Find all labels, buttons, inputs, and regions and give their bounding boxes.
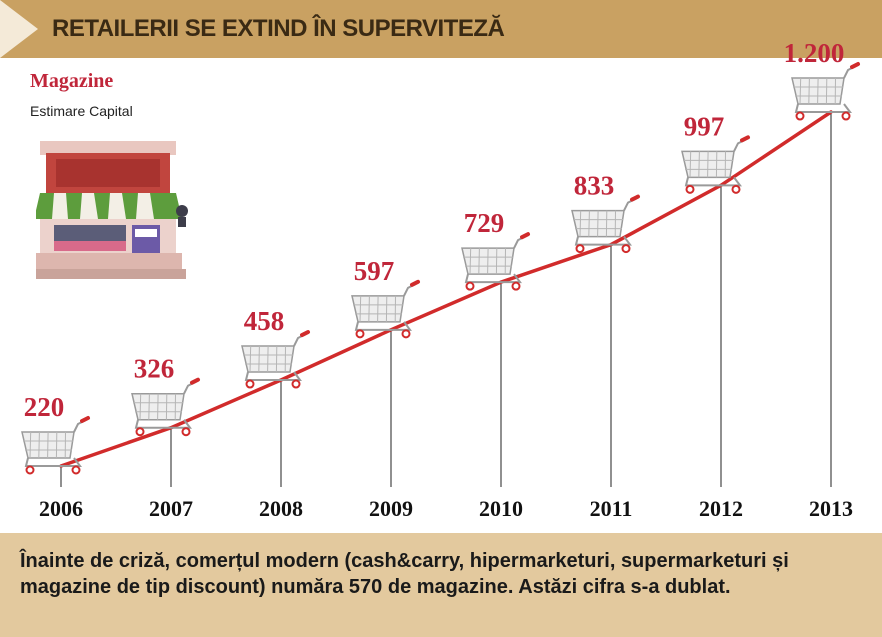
store-front-illustration <box>36 141 188 279</box>
data-label: 1.200 <box>784 38 845 68</box>
shopping-cart-icon <box>351 279 420 339</box>
x-tick-label: 2009 <box>369 496 413 521</box>
chart-source: Estimare Capital <box>30 103 133 119</box>
data-label: 597 <box>354 256 395 286</box>
shopping-cart-icon <box>241 330 310 389</box>
page-title: RETAILERII SE EXTIND ÎN SUPERVITEZĂ <box>52 15 505 42</box>
header-arrow-decoration <box>0 0 38 58</box>
x-tick-label: 2010 <box>479 496 523 521</box>
x-tick-label: 2006 <box>39 496 83 521</box>
x-tick-label: 2008 <box>259 496 303 521</box>
data-label: 729 <box>464 208 505 238</box>
footer-note: Înainte de criză, comerțul modern (cash&… <box>0 533 882 637</box>
shopping-cart-icon <box>461 232 530 291</box>
x-tick-label: 2007 <box>149 496 193 521</box>
shopping-cart-icon <box>131 377 200 437</box>
data-label: 326 <box>134 354 175 384</box>
footer-text: Înainte de criză, comerțul modern (cash&… <box>20 550 789 598</box>
data-label: 997 <box>684 111 725 141</box>
shopping-cart-icon <box>571 194 640 254</box>
data-label: 458 <box>244 306 285 336</box>
shopping-cart-icon <box>21 416 90 475</box>
shopping-cart-icon <box>791 62 860 121</box>
x-tick-label: 2011 <box>590 496 633 521</box>
chart: 220 326 458 597 729 833 997 1.200 2006 2007 2008 2… <box>21 38 860 521</box>
shopping-cart-icon <box>681 135 750 194</box>
trend-line <box>59 110 833 468</box>
x-tick-label: 2012 <box>699 496 743 521</box>
data-label: 833 <box>574 171 615 201</box>
header-banner: RETAILERII SE EXTIND ÎN SUPERVITEZĂ <box>0 0 882 58</box>
data-label: 220 <box>24 392 65 422</box>
chart-subtitle: Magazine <box>30 70 114 92</box>
x-tick-label: 2013 <box>809 496 853 521</box>
